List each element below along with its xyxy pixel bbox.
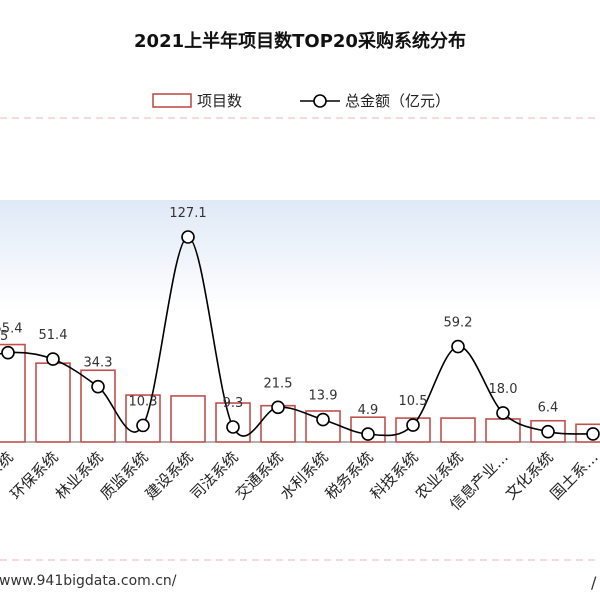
x-tick-label-10: 科技系统 [367, 448, 422, 503]
line-point-4 [136, 418, 150, 433]
line-data-label-10: 10.5 [399, 394, 428, 409]
line-series-points [1, 230, 600, 441]
line-data-labels: 55.4 51.4 34.3 10.3 127.1 9.3 21.5 13.9 4.9 10.5 5… [0, 206, 558, 418]
line-data-label-12: 18.0 [489, 382, 518, 397]
line-point-1 [1, 345, 15, 360]
line-point-7 [271, 400, 285, 415]
bar-series [0, 343, 600, 443]
x-tick-label-5: 建设系统 [142, 448, 197, 503]
line-series-path [0, 236, 594, 437]
line-data-label-9: 4.9 [358, 403, 379, 418]
line-point-8 [316, 412, 330, 427]
line-data-label-7: 21.5 [264, 376, 293, 391]
x-tick-label-9: 税务系统 [322, 448, 377, 503]
line-data-label-6: 9.3 [223, 396, 244, 411]
line-data-label-11: 59.2 [444, 316, 473, 331]
line-data-label-13: 6.4 [538, 401, 559, 416]
x-tick-labels: …统…设系统环保系统林业系统质监系统建设系统司法系统交通系统水利系统税务系统科技… [0, 448, 600, 514]
x-tick-label-6: 司法系统 [187, 448, 242, 503]
bar-5 [170, 395, 206, 443]
line-point-3 [91, 379, 105, 394]
x-tick-label-2: 环保系统 [7, 448, 62, 503]
line-data-label-1: 55.4 [0, 322, 22, 337]
bar-2 [35, 362, 71, 443]
x-tick-label-7: 交通系统 [232, 448, 287, 503]
bar-1 [0, 343, 26, 443]
line-data-label-5: 127.1 [169, 206, 206, 221]
line-data-label-8: 13.9 [309, 389, 338, 404]
line-data-label-4: 10.3 [129, 394, 158, 409]
legend: 项目数 总金额（亿元） [152, 92, 450, 110]
legend-bar-swatch [152, 93, 192, 108]
line-point-6 [226, 420, 240, 434]
bar-11 [440, 417, 476, 443]
line-point-5 [181, 230, 195, 244]
chart-title: 2021上半年项目数TOP20采购系统分布 [134, 30, 466, 52]
axis-fragment: / [591, 573, 597, 592]
legend-label-bar: 项目数 [197, 92, 242, 110]
legend-line-marker [313, 94, 327, 108]
bar-4 [125, 394, 161, 443]
line-point-14 [586, 427, 600, 441]
line-data-label-2: 51.4 [39, 328, 68, 343]
x-tick-label-8: 水利系统 [277, 448, 332, 503]
x-tick-label-13: 文化系统 [502, 448, 557, 503]
first-point-partial-label: 5 [0, 329, 8, 344]
line-point-13 [541, 424, 555, 439]
line-point-2 [46, 352, 60, 366]
line-data-label-3: 34.3 [84, 356, 113, 371]
line-point-10 [406, 418, 420, 432]
x-tick-label-14: 国土系… [547, 448, 600, 503]
line-point-12 [496, 406, 510, 420]
line-point-9 [361, 427, 375, 441]
x-tick-label-3: 林业系统 [52, 448, 107, 503]
legend-label-line: 总金额（亿元） [345, 92, 450, 110]
footer-url[interactable]: www.941bigdata.com.cn/ [0, 573, 177, 589]
line-point-11 [451, 339, 465, 354]
background-band [0, 200, 600, 310]
x-tick-label-4: 质监系统 [97, 448, 152, 503]
